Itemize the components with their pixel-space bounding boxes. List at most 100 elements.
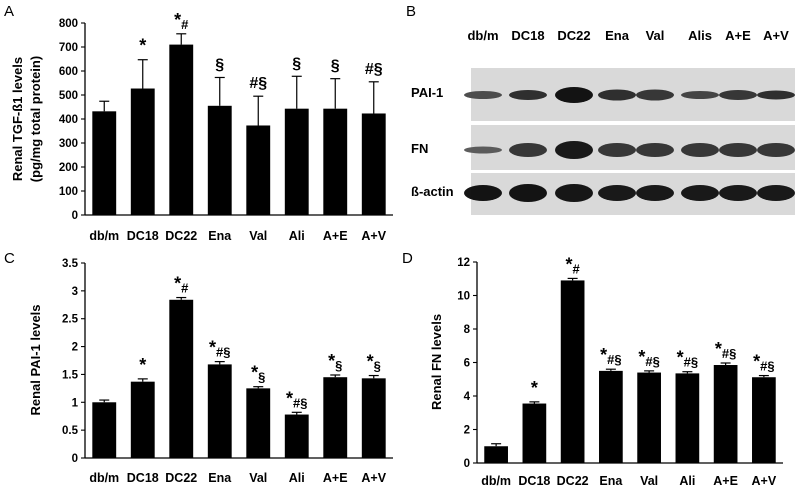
category-label: Ali	[289, 229, 305, 243]
blot-band	[681, 143, 719, 157]
lane-label: A+V	[763, 28, 789, 43]
y-tick-label: 200	[59, 162, 78, 174]
panel-letter-b: B	[406, 3, 416, 20]
y-axis-label: Renal FN levels	[429, 314, 444, 410]
category-label: Ena	[208, 229, 232, 243]
y-tick-label: 0	[464, 458, 470, 470]
category-label: Val	[249, 229, 267, 243]
blot-band	[636, 143, 674, 157]
blot-band	[757, 185, 795, 201]
bar	[207, 364, 232, 458]
bar	[92, 111, 117, 215]
bar	[169, 44, 194, 215]
bar	[752, 377, 776, 463]
blot-band	[757, 90, 795, 100]
blot-band	[681, 185, 719, 201]
blot-row-label: PAI-1	[411, 85, 443, 100]
bar	[207, 105, 232, 215]
category-label: A+E	[323, 471, 348, 485]
significance-annotation: §	[215, 56, 224, 73]
lane-label: Alis	[688, 28, 712, 43]
y-tick-label: 6	[464, 358, 470, 370]
significance-annotation: *	[139, 355, 146, 375]
category-label: DC22	[557, 474, 589, 488]
bar	[169, 299, 194, 458]
blot-band	[719, 185, 757, 201]
y-tick-label: 700	[59, 42, 78, 54]
y-tick-label: 3	[72, 286, 78, 298]
y-tick-label: 8	[464, 324, 471, 336]
western-blot-panel: db/m DC18 DC22 Ena Val Alis A+E A+V PAI-1 FN ß-act…	[411, 28, 795, 215]
significance-annotation: *#§	[209, 338, 230, 360]
bar	[713, 365, 738, 463]
lane-label: DC22	[557, 28, 590, 43]
blot-band	[509, 184, 547, 202]
bar	[323, 108, 348, 215]
category-label: DC18	[518, 474, 550, 488]
y-tick-label: 100	[59, 186, 78, 198]
significance-annotation: *#§	[753, 352, 774, 374]
bar	[323, 377, 348, 458]
blot-band	[636, 185, 674, 201]
y-tick-label: 0.5	[62, 425, 79, 437]
blot-band	[464, 91, 502, 99]
significance-annotation: *#	[174, 10, 189, 32]
y-tick-label: 0	[72, 453, 78, 465]
lane-label: Val	[646, 28, 665, 43]
significance-annotation: *	[139, 36, 146, 56]
blot-band	[555, 141, 593, 159]
y-tick-label: 500	[59, 90, 78, 102]
blot-band	[681, 91, 719, 99]
blot-band	[598, 143, 636, 157]
category-label: A+E	[323, 229, 348, 243]
bar	[522, 403, 547, 463]
blot-band	[598, 89, 636, 101]
bar	[484, 446, 508, 463]
significance-annotation: *#	[174, 274, 189, 296]
bar	[599, 370, 623, 463]
y-axis-label: Renal PAI-1 levels	[28, 304, 43, 415]
category-label: db/m	[89, 229, 119, 243]
y-tick-label: 800	[59, 18, 78, 30]
significance-annotation: *	[531, 378, 538, 398]
significance-annotation: #§	[365, 61, 383, 78]
category-label: db/m	[481, 474, 511, 488]
bar	[361, 113, 386, 215]
significance-annotation: *§	[328, 351, 342, 373]
bar	[284, 108, 309, 215]
category-label: DC18	[127, 471, 159, 485]
y-tick-label: 0	[72, 210, 78, 222]
bar	[361, 378, 386, 458]
bar	[246, 125, 271, 215]
blot-band	[555, 184, 593, 202]
bar	[130, 88, 155, 215]
bar	[246, 388, 271, 458]
y-tick-label: 1.5	[62, 369, 79, 381]
bar	[284, 414, 309, 458]
y-tick-label: 600	[59, 66, 78, 78]
y-tick-label: 12	[457, 257, 470, 269]
bar	[637, 372, 661, 463]
significance-annotation: *#§	[286, 388, 307, 410]
category-label: Ali	[679, 474, 695, 488]
significance-annotation: #§	[249, 75, 267, 92]
significance-annotation: *#§	[715, 339, 736, 361]
blot-row-label: ß-actin	[411, 184, 454, 199]
y-tick-label: 2	[464, 425, 470, 437]
lane-label: DC18	[511, 28, 544, 43]
category-label: A+V	[752, 474, 777, 488]
category-label: A+V	[361, 471, 386, 485]
blot-band	[719, 90, 757, 100]
category-label: A+E	[713, 474, 738, 488]
category-label: DC22	[165, 229, 197, 243]
significance-annotation: *#§	[677, 348, 698, 370]
bar	[92, 402, 117, 458]
blot-band	[757, 143, 795, 157]
blot-row-label: FN	[411, 141, 428, 156]
y-axis-label: Renal TGF-ß1 levels	[10, 57, 25, 181]
panel-letter-c: C	[4, 250, 15, 267]
y-tick-label: 4	[464, 391, 471, 403]
bar	[130, 381, 155, 458]
y-tick-label: 300	[59, 138, 78, 150]
